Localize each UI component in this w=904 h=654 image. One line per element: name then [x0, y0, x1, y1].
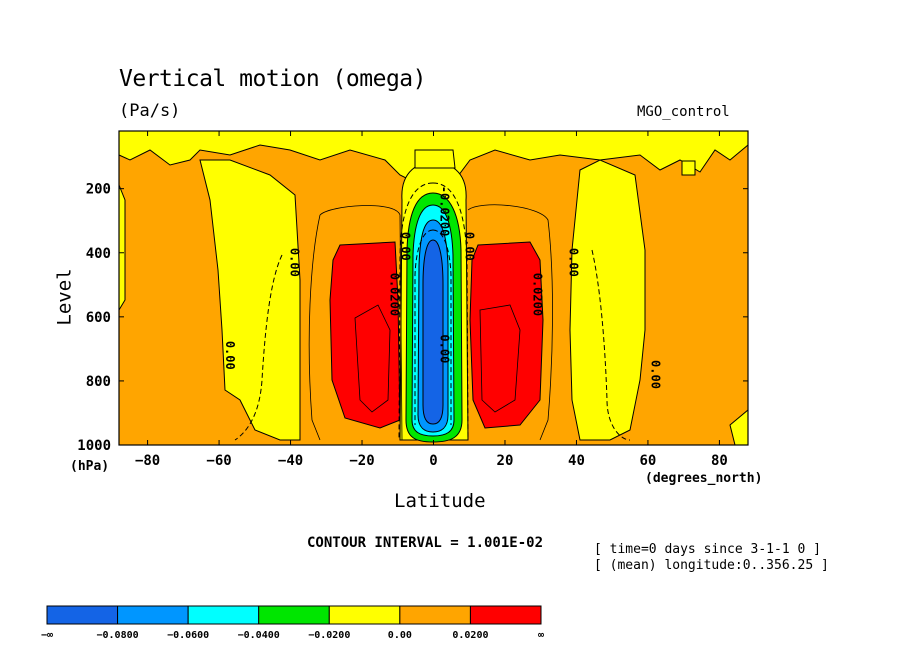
contour-label: 0.00 [288, 248, 302, 277]
colorbar-label: 0.00 [388, 630, 412, 641]
colorbar-swatch [258, 605, 330, 625]
yellow-south-edge [118, 184, 126, 312]
x-axis-units: (degrees_north) [645, 471, 763, 486]
blue-core [422, 239, 444, 425]
x-tick-label: 40 [568, 453, 585, 469]
yellow-north-band [569, 159, 646, 441]
contour-label: 0.00 [463, 232, 477, 261]
contour-interval: CONTOUR INTERVAL = 1.001E-02 [307, 535, 544, 551]
yellow-top-equator-cap [414, 149, 456, 169]
x-axis-label: Latitude [394, 490, 486, 512]
contour-label: 0.00 [566, 248, 580, 277]
thin-contour-south-outer [308, 205, 403, 441]
chart-title: Vertical motion (omega) [119, 66, 427, 92]
colorbar-label: −0.0800 [96, 630, 138, 641]
colorbar-swatch [399, 605, 471, 625]
x-tick-label: −40 [278, 453, 303, 469]
dashed-contour-north [591, 249, 631, 441]
negative-regions [405, 192, 463, 443]
run-label: MGO_control [637, 104, 730, 120]
colorbar-label: −∞ [41, 630, 53, 641]
y-tick-label: 1000 [77, 438, 111, 454]
time-info: [ time=0 days since 3-1-1 0 ] [594, 542, 821, 557]
x-tick-label: −20 [349, 453, 374, 469]
colorbar-label: −0.0400 [238, 630, 280, 641]
dashed-contour-core-inner [414, 229, 452, 425]
colorbar-label: −0.0200 [308, 630, 350, 641]
y-tick-label: 400 [86, 246, 111, 262]
contour-label: 0.0200 [531, 273, 545, 316]
thin-contour-north-outer [467, 204, 553, 441]
y-tick-label: 800 [86, 374, 111, 390]
chart-units: (Pa/s) [119, 101, 181, 121]
colorbar-label: −0.0600 [167, 630, 209, 641]
colorbar-swatch [469, 605, 542, 625]
y-axis-units: (hPa) [70, 459, 110, 474]
contour-labels: 0.00 0.00 0.00 0.0200 0.00 0.0200 0.00 0.00 0.00… [223, 186, 662, 389]
y-tick-label: 600 [86, 310, 111, 326]
red-south-cell [329, 241, 401, 429]
dashed-contour-south [234, 254, 283, 441]
contour-label: 0.00 [649, 360, 663, 389]
dashed-contour-core-outer [398, 182, 469, 441]
colorbar-label: 0.0200 [452, 630, 488, 641]
colorbar-swatch [117, 605, 189, 625]
thin-contour-south-inner [354, 304, 391, 413]
x-tick-label: −80 [135, 453, 160, 469]
colorbar-label: ∞ [538, 630, 544, 641]
y-ticks: 200 400 600 800 1000 [77, 182, 748, 454]
contour-label: 0.00 [438, 334, 452, 363]
dashed-contours [234, 182, 631, 441]
yellow-small-patch [681, 160, 696, 176]
x-tick-label: 20 [497, 453, 514, 469]
red-north-cell [469, 241, 544, 429]
contour-label: 0.00 [398, 232, 412, 261]
x-tick-label: −60 [206, 453, 231, 469]
x-tick-label: 80 [711, 453, 728, 469]
longitude-info: [ (mean) longitude:0..356.25 ] [594, 558, 829, 573]
contour-label: -0.0200 [438, 186, 452, 237]
positive-strong-regions [329, 241, 544, 429]
colorbar-swatch [46, 605, 119, 625]
colorbar: −∞ −0.0800 −0.0600 −0.0400 −0.0200 0.00 0.0200… [41, 605, 544, 641]
yellow-south-band [199, 159, 301, 441]
colorbar-swatch [187, 605, 260, 625]
y-tick-label: 200 [86, 182, 111, 198]
contour-label: 0.00 [223, 341, 237, 370]
contour-label: 0.0200 [388, 273, 402, 316]
x-tick-label: 60 [640, 453, 657, 469]
colorbar-swatch [328, 605, 401, 625]
x-tick-label: 0 [429, 453, 437, 469]
x-ticks: −80 −60 −40 −20 0 20 40 60 80 [135, 131, 728, 469]
thin-contour-north-inner [479, 304, 521, 413]
thin-contours [308, 204, 553, 441]
